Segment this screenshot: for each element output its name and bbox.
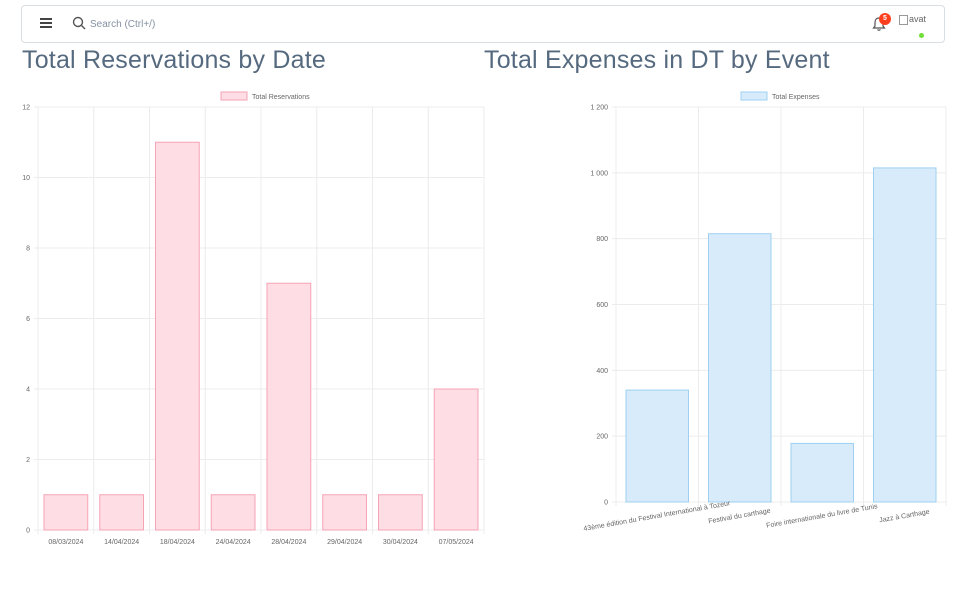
x-tick-label: 14/04/2024 (104, 539, 139, 546)
y-tick-label: 1 200 (590, 105, 608, 112)
bar (99, 494, 144, 531)
y-tick-label: 400 (596, 368, 608, 375)
y-tick-label: 1 000 (590, 170, 608, 177)
expenses-title: Total Expenses in DT by Event (484, 46, 830, 74)
avatar-alt-text: avat (909, 14, 927, 24)
bar (708, 233, 772, 503)
y-tick-label: 800 (596, 236, 608, 243)
bar (266, 282, 312, 531)
y-tick-label: 6 (26, 316, 30, 323)
x-tick-label: 08/03/2024 (48, 539, 83, 546)
y-tick-label: 8 (26, 246, 30, 253)
online-status-dot (919, 33, 924, 38)
x-tick-label: Jazz à Carthage (879, 509, 931, 525)
bar (625, 389, 689, 503)
top-navbar: 5 avat (21, 5, 945, 43)
y-tick-label: 200 (596, 434, 608, 441)
y-tick-label: 0 (26, 528, 30, 535)
search-input[interactable] (88, 15, 312, 33)
x-tick-label: 30/04/2024 (383, 539, 418, 546)
bar (790, 442, 854, 503)
x-tick-label: 28/04/2024 (271, 539, 306, 546)
bar (43, 494, 89, 531)
legend-swatch (220, 91, 248, 101)
x-tick-label: 07/05/2024 (439, 539, 474, 546)
x-tick-label: 24/04/2024 (216, 539, 251, 546)
y-tick-label: 10 (22, 175, 30, 182)
y-tick-label: 0 (604, 500, 608, 507)
menu-toggle-icon[interactable] (40, 18, 52, 30)
bar (155, 141, 200, 531)
x-tick-label: Foire internationale du livre de Tunis (766, 503, 879, 530)
legend-label: Total Reservations (252, 94, 310, 101)
x-tick-label: Festival du carthage (708, 508, 771, 526)
avatar[interactable]: avat (899, 14, 933, 38)
x-tick-label: 29/04/2024 (327, 539, 362, 546)
y-tick-label: 4 (26, 387, 30, 394)
bar (433, 388, 479, 531)
y-tick-label: 600 (596, 302, 608, 309)
y-tick-label: 2 (26, 457, 30, 464)
notification-badge: 5 (879, 13, 891, 25)
search-icon (72, 16, 86, 30)
y-tick-label: 12 (22, 105, 30, 112)
legend-swatch (740, 91, 768, 101)
x-tick-label: 18/04/2024 (160, 539, 195, 546)
bar (210, 494, 256, 531)
reservations-title: Total Reservations by Date (22, 46, 326, 74)
bar (322, 494, 367, 531)
broken-image-icon (899, 15, 908, 25)
bar (378, 494, 423, 531)
reservations-chart: 0 2 4 6 8 10 12 08/03/2024 14/04/2024 18/04/2024 2… (22, 91, 485, 546)
legend-label: Total Expenses (772, 94, 820, 101)
bar (873, 167, 937, 503)
